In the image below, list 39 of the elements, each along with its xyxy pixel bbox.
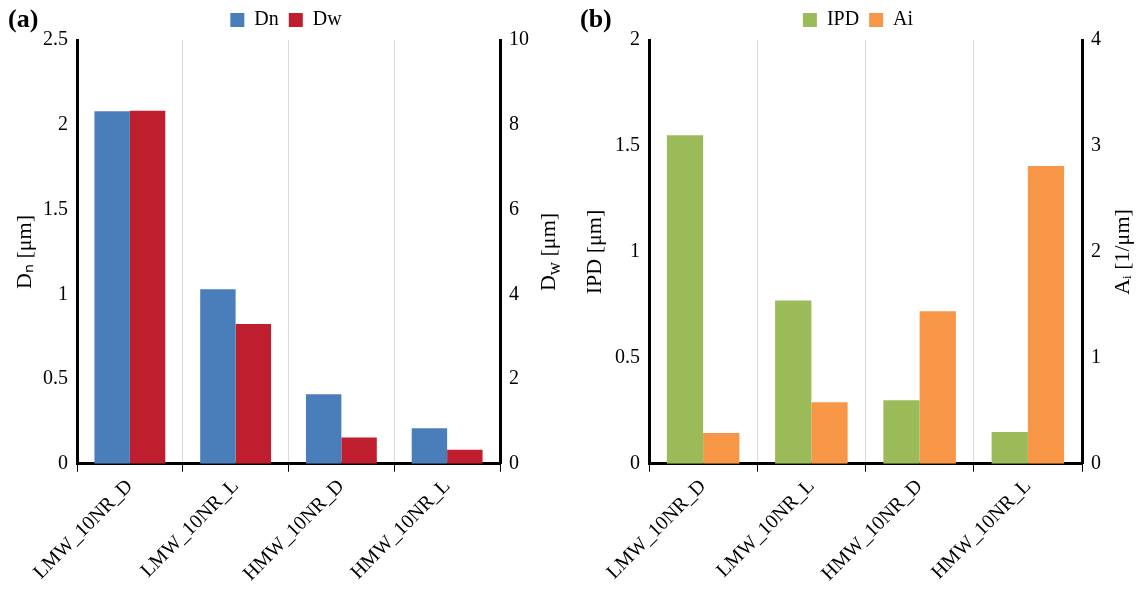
y-tick-label: 0.5: [615, 345, 640, 368]
y2-tick-label: 0: [1091, 451, 1101, 473]
y2-tick-label: 10: [509, 27, 529, 50]
y2-tick-label: 2: [509, 366, 519, 389]
y-tick-label: 1.5: [615, 133, 640, 156]
bar: [775, 300, 812, 464]
y-tick-label: 1.5: [43, 196, 68, 219]
y-axis-title: Dₙ [μm]: [10, 214, 37, 289]
y-tick-label: 1: [58, 281, 68, 304]
legend-label: Dw: [312, 7, 343, 30]
y-tick-label: 0.5: [43, 366, 68, 389]
y2-tick-label: 0: [509, 451, 519, 473]
chart-title: (a): [8, 4, 39, 34]
y-tick-label: 2: [630, 27, 640, 50]
y-tick-label: 0: [58, 451, 68, 473]
legend-label: Ai: [893, 7, 914, 30]
bar: [703, 433, 740, 464]
bar: [305, 394, 342, 464]
y2-tick-label: 4: [509, 281, 519, 304]
bar: [991, 431, 1028, 464]
y-tick-label: 1: [630, 239, 640, 262]
bar: [666, 135, 704, 464]
legend-label: IPD: [826, 7, 860, 30]
chart-title: (b): [580, 4, 612, 34]
bar: [919, 311, 956, 464]
legend-label: Dn: [254, 7, 279, 30]
y2-tick-label: 3: [1091, 133, 1101, 156]
y2-tick-label: 8: [509, 112, 519, 134]
bar: [411, 428, 448, 464]
y2-tick-label: 4: [1091, 27, 1101, 50]
y-tick-label: 2.5: [43, 27, 68, 50]
y2-tick-label: 6: [509, 196, 519, 219]
y-tick-label: 2: [58, 112, 68, 134]
y-tick-label: 0: [630, 451, 640, 473]
y2-tick-label: 1: [1091, 345, 1101, 368]
y2-axis-title: Aᵢ [1/μm]: [1109, 209, 1135, 295]
y-axis-title: IPD [μm]: [581, 209, 607, 295]
bar: [1027, 166, 1065, 464]
y2-tick-label: 2: [1091, 239, 1101, 262]
